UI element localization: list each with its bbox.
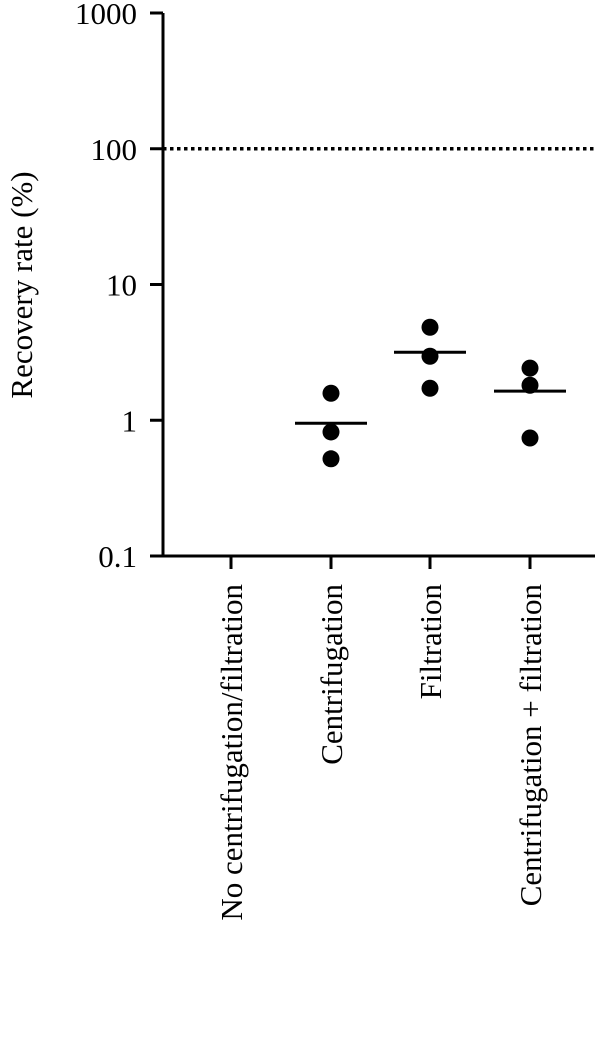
y-tick-label: 0.1: [98, 539, 137, 574]
x-tick-label: No centrifugation/filtration: [214, 584, 249, 921]
data-point: [421, 318, 439, 336]
y-tick-label: 10: [106, 268, 137, 303]
data-point: [322, 423, 340, 441]
data-point: [521, 429, 539, 447]
data-point: [322, 450, 340, 468]
y-axis-label: Recovery rate (%): [4, 171, 39, 398]
y-tick-label: 100: [91, 132, 138, 167]
y-tick-label: 1: [122, 403, 138, 438]
data-point: [521, 359, 539, 377]
y-tick-label: 1000: [75, 0, 137, 31]
x-tick-label: Centrifugation + filtration: [513, 584, 548, 907]
data-point: [421, 379, 439, 397]
data-point: [322, 384, 340, 402]
x-tick-label: Filtration: [413, 584, 448, 700]
x-tick-label: Centrifugation: [314, 584, 349, 765]
data-point: [521, 376, 539, 394]
data-point: [421, 347, 439, 365]
